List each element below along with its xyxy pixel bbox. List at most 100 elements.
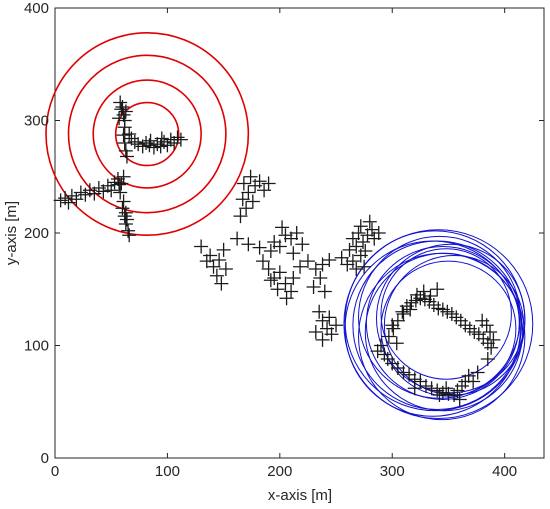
data-point	[423, 289, 438, 303]
x-tick-label: 100	[155, 463, 180, 480]
data-point	[270, 282, 285, 297]
data-point	[475, 313, 490, 328]
data-point	[439, 381, 454, 396]
red-circle-group	[45, 32, 250, 236]
data-point	[252, 240, 267, 255]
data-point	[349, 262, 364, 276]
data-point	[295, 237, 310, 252]
data-point	[358, 244, 373, 258]
data-point	[418, 379, 433, 393]
data-point	[119, 149, 134, 164]
data-point	[357, 259, 372, 274]
data-point	[212, 253, 227, 267]
data-point	[116, 128, 131, 143]
data-point	[203, 248, 218, 263]
data-point	[116, 194, 131, 209]
data-point	[403, 302, 418, 317]
data-point	[112, 111, 127, 126]
data-point	[135, 139, 150, 154]
data-point	[300, 254, 315, 269]
y-tick-label: 0	[41, 450, 49, 467]
data-point	[61, 195, 76, 210]
data-points	[53, 95, 501, 407]
data-point	[409, 287, 424, 302]
data-point	[261, 176, 276, 191]
data-point	[160, 138, 175, 153]
y-tick-label: 300	[24, 113, 49, 130]
data-point	[279, 291, 294, 306]
x-tick-label: 400	[492, 463, 517, 480]
data-point	[199, 254, 214, 269]
data-point	[112, 177, 127, 192]
data-point	[349, 239, 364, 254]
data-point	[119, 212, 134, 227]
data-point	[236, 176, 251, 191]
data-point	[241, 185, 256, 200]
x-axis-label: x-axis [m]	[268, 487, 332, 504]
data-point	[424, 381, 439, 396]
data-point	[124, 131, 139, 146]
data-point	[452, 392, 467, 407]
data-point	[345, 231, 360, 246]
data-point	[230, 231, 245, 246]
data-point	[289, 226, 304, 240]
data-point	[104, 183, 119, 198]
data-point	[218, 262, 233, 276]
data-point	[329, 318, 344, 333]
data-point	[286, 271, 301, 285]
data-point	[306, 280, 321, 294]
data-point	[146, 140, 161, 155]
data-point	[315, 313, 330, 328]
data-point	[340, 257, 355, 272]
data-point	[263, 244, 278, 258]
x-tick-label: 0	[51, 463, 59, 480]
data-point	[272, 265, 287, 280]
data-point	[284, 231, 299, 246]
data-point	[245, 194, 260, 209]
data-point	[255, 254, 270, 269]
data-point	[216, 242, 231, 257]
data-point	[441, 386, 456, 401]
data-point	[209, 268, 224, 283]
red-circle-1	[92, 79, 202, 189]
data-point	[334, 250, 349, 265]
data-point	[118, 143, 133, 158]
data-point	[170, 130, 185, 145]
data-point	[342, 242, 357, 257]
data-point	[308, 325, 323, 339]
data-point	[365, 222, 380, 237]
data-point	[167, 136, 182, 150]
data-point	[345, 254, 360, 269]
data-point	[239, 201, 254, 216]
data-point	[386, 321, 401, 336]
data-point	[470, 365, 485, 380]
data-point	[122, 228, 137, 243]
data-point	[263, 273, 278, 288]
data-point	[312, 304, 327, 319]
y-tick-label: 400	[24, 0, 49, 17]
data-point	[127, 134, 142, 149]
data-point	[315, 332, 330, 347]
blue-circle-10	[380, 248, 512, 380]
data-point	[480, 352, 495, 366]
data-point	[241, 237, 256, 252]
data-point	[385, 318, 400, 333]
red-circle-0	[114, 101, 180, 167]
data-point	[243, 169, 258, 184]
data-point	[278, 276, 293, 291]
blue-circle-11	[343, 229, 534, 420]
y-tick-label: 100	[24, 338, 49, 355]
data-point	[362, 214, 377, 229]
blue-circle-9	[358, 252, 526, 421]
data-point	[214, 276, 229, 291]
data-point	[317, 284, 332, 299]
data-point	[252, 174, 267, 189]
data-point	[116, 169, 131, 184]
data-point	[322, 310, 337, 325]
data-point	[430, 282, 445, 297]
y-axis-label: y-axis [m]	[3, 201, 20, 265]
data-point	[486, 332, 501, 347]
blue-circle-7	[344, 240, 521, 417]
data-point	[432, 388, 447, 402]
